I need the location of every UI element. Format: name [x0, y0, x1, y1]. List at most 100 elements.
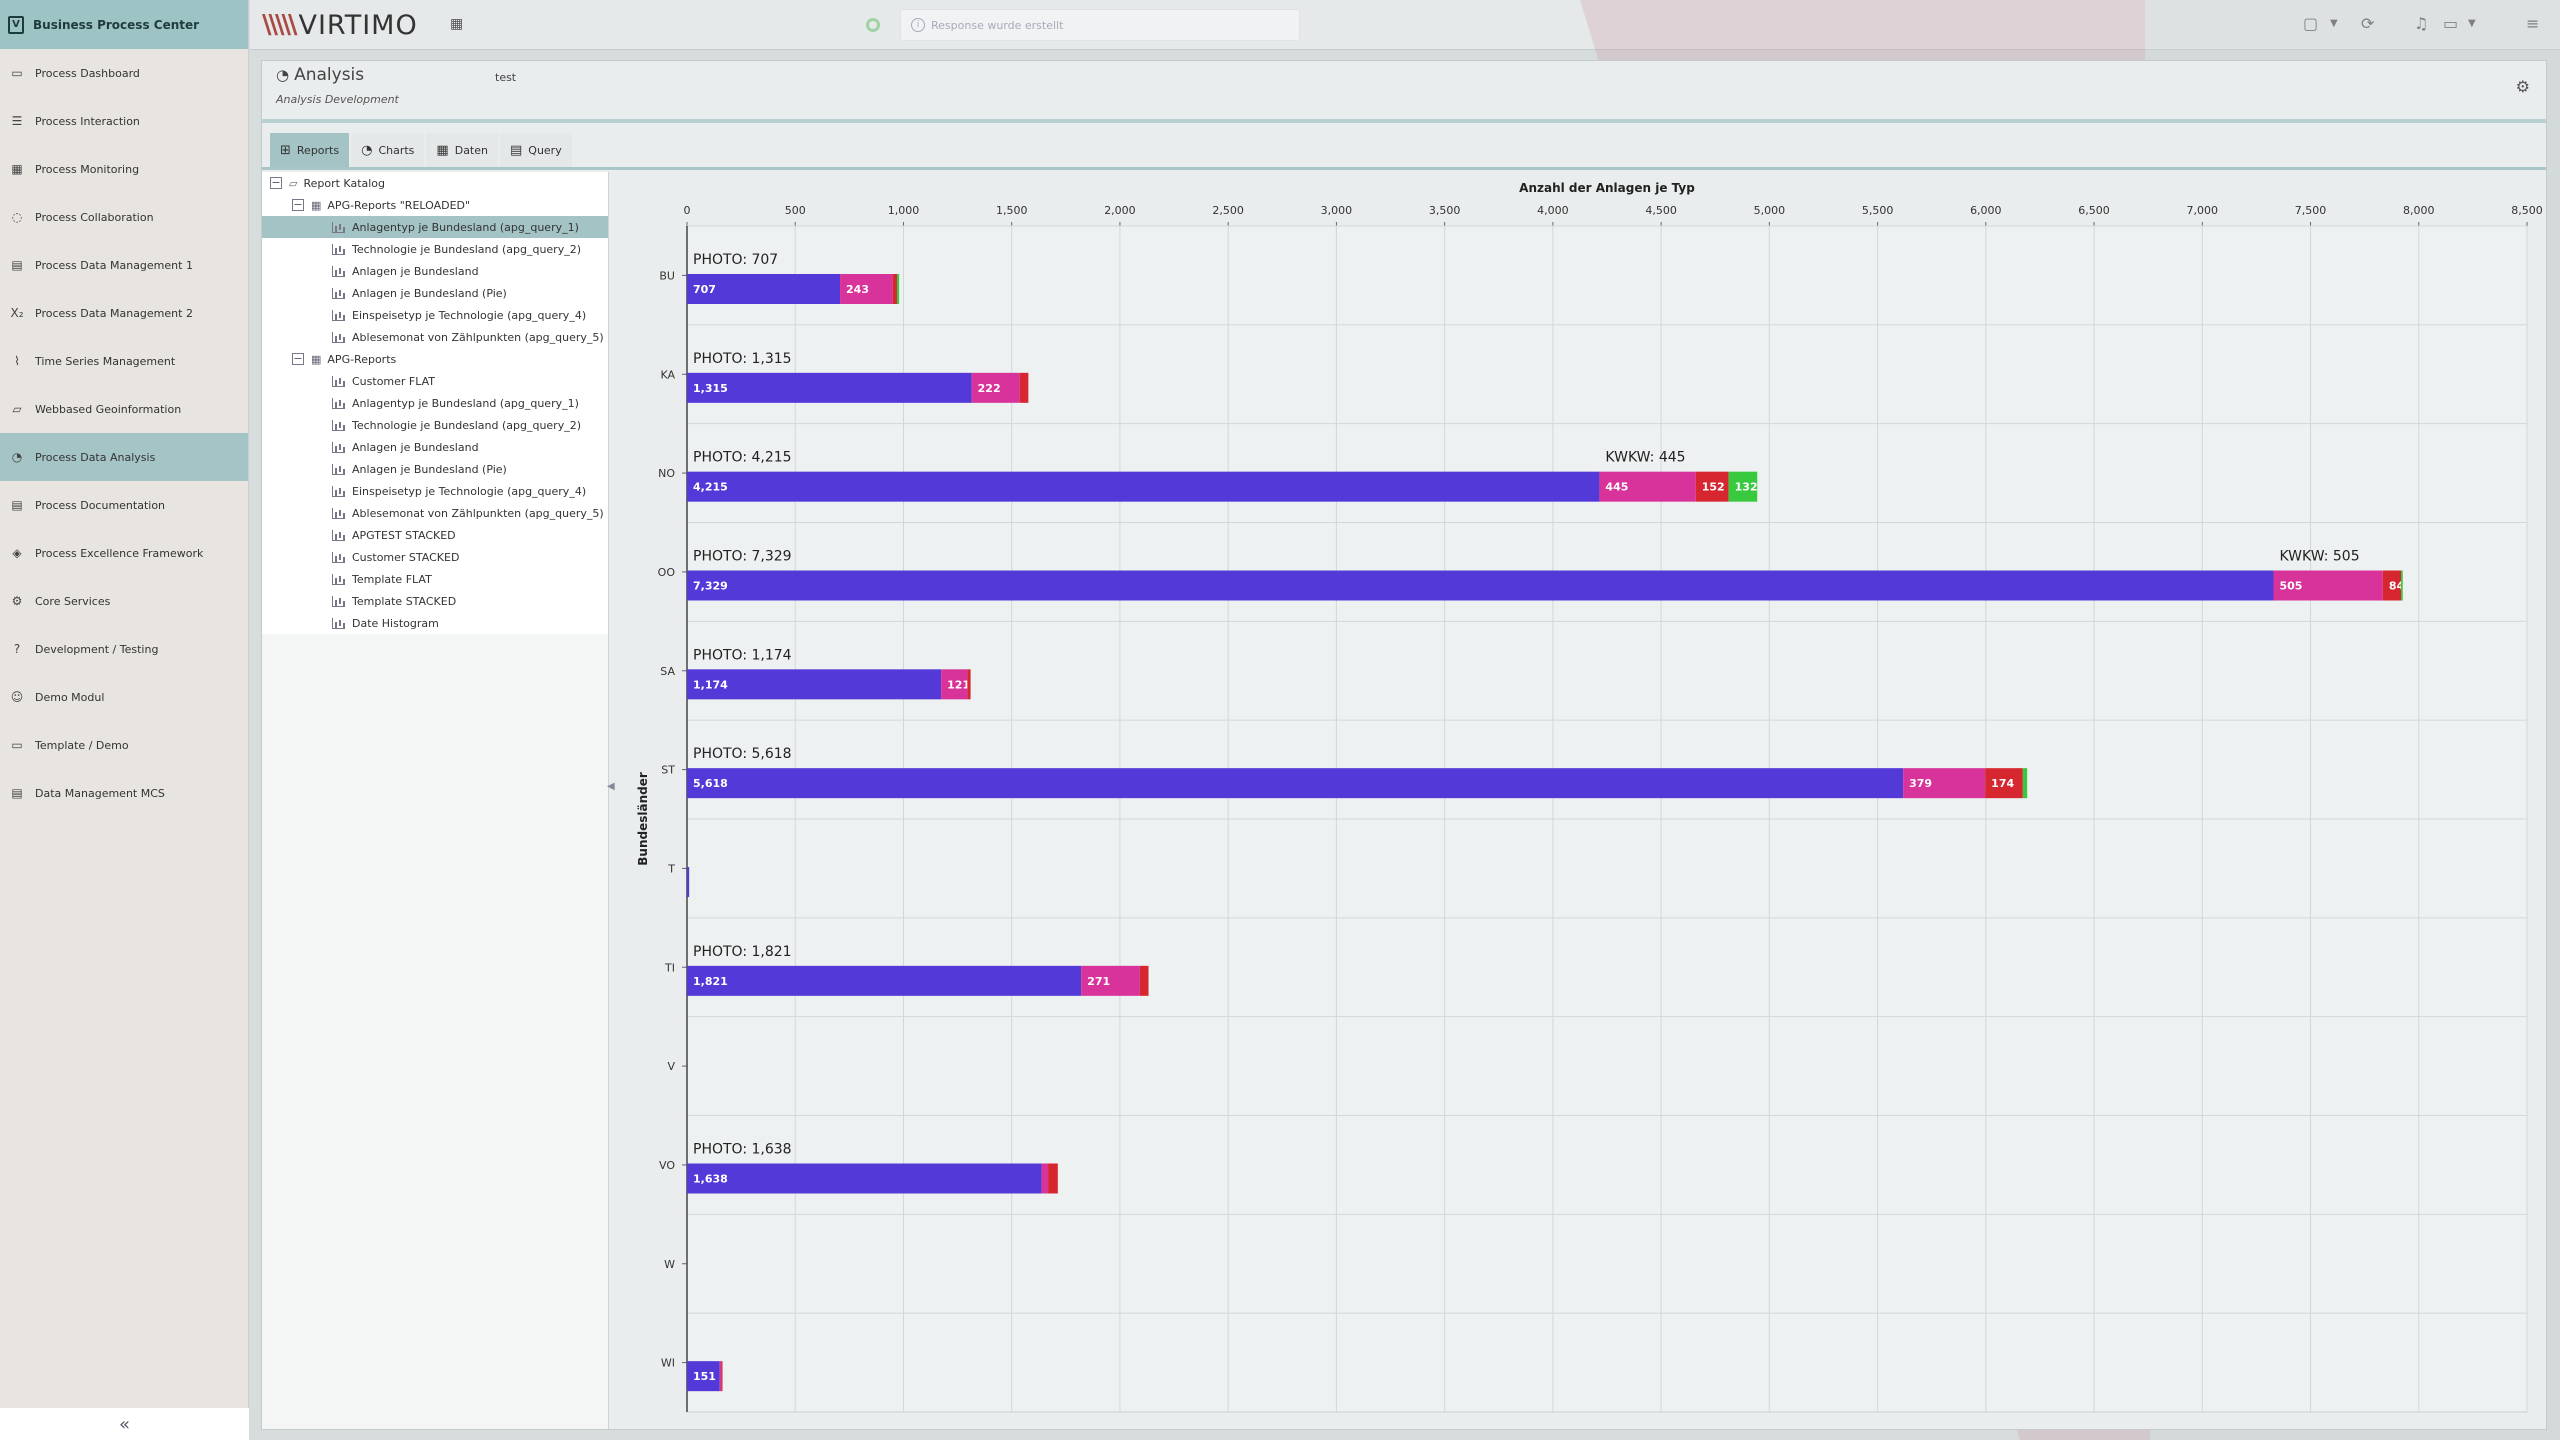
hamburger-menu-icon[interactable]: ≡ [2526, 14, 2540, 33]
tree-toggle-icon[interactable]: − [292, 198, 304, 211]
bookmark-dropdown-icon[interactable]: ▼ [2330, 18, 2338, 29]
tree-node[interactable]: Ablesemonat von Zählpunkten (apg_query_5… [262, 502, 608, 524]
bar-value-label: 445 [1605, 481, 1628, 494]
sidebar-item[interactable]: ☺ Demo Modul [0, 673, 248, 721]
sidebar-item[interactable]: ☰ Process Interaction [0, 97, 248, 145]
response-field[interactable]: i Response wurde erstellt [900, 9, 1300, 41]
sidebar-item[interactable]: ▦ Process Monitoring [0, 145, 248, 193]
tab-query[interactable]: ▤ Query [499, 133, 572, 167]
tree-node[interactable]: Technologie je Bundesland (apg_query_2) [262, 414, 608, 436]
tree-node[interactable]: Template FLAT [262, 568, 608, 590]
sidebar-item[interactable]: ◈ Process Excellence Framework [0, 529, 248, 577]
bar-segment [840, 274, 893, 304]
pie-chart-icon: ◔ [276, 66, 290, 84]
sidebar-item-label: Process Dashboard [35, 66, 140, 80]
tree-node[interactable]: Technologie je Bundesland (apg_query_2) [262, 238, 608, 260]
line-chart-icon: ⌇ [14, 354, 20, 368]
tree-node[interactable]: Anlagen je Bundesland [262, 260, 608, 282]
report-chart-icon [332, 397, 345, 409]
sidebar-item[interactable]: ▭ Process Dashboard [0, 49, 248, 97]
bar-value-label: 1,315 [693, 382, 728, 395]
monitor-icon: ▭ [11, 66, 23, 80]
bar-value-label: 121 [947, 678, 970, 691]
sidebar-item-label: Webbased Geoinformation [35, 402, 182, 416]
tree-node[interactable]: APGTEST STACKED [262, 524, 608, 546]
tree-node[interactable]: Template STACKED [262, 590, 608, 612]
bar-segment [721, 1361, 723, 1392]
annotation-label: PHOTO: 707 [693, 252, 778, 268]
top-bar: \\\\\ VIRTIMO ▦ i Response wurde erstell… [250, 0, 2560, 50]
robot-icon: ☺ [10, 690, 24, 704]
tree-node[interactable]: − ▦ APG-Reports "RELOADED" [262, 194, 608, 216]
x-tick-label: 7,000 [2187, 204, 2219, 217]
sidebar-item[interactable]: ▤ Process Documentation [0, 481, 248, 529]
tree-node[interactable]: Customer STACKED [262, 546, 608, 568]
tree-node[interactable]: Anlagentyp je Bundesland (apg_query_1) [262, 392, 608, 414]
report-chart-icon [332, 265, 345, 277]
sidebar-item[interactable]: ⚙ Core Services [0, 577, 248, 625]
database-icon: ▤ [509, 142, 523, 158]
bell-icon[interactable]: ♫ [2414, 14, 2429, 33]
tree-toggle-icon[interactable]: − [292, 352, 304, 365]
sidebar-item-label: Process Interaction [35, 114, 140, 128]
bar-value-label: 379 [1909, 777, 1932, 790]
report-tree: − ▱ Report Katalog − ▦ APG-Reports "RELOADED"… [262, 172, 609, 1429]
sidebar: V Business Process Center ▭ Process Dashb… [0, 0, 249, 1440]
tab-reports[interactable]: ⊞ Reports [270, 133, 350, 167]
sidebar-item[interactable]: ▤ Process Data Management 1 [0, 241, 248, 289]
annotation-label: KWKW: 445 [1605, 450, 1685, 466]
sidebar-collapse-button[interactable]: « [0, 1408, 249, 1440]
tree-node[interactable]: Date Histogram [262, 612, 608, 634]
calendar-icon[interactable]: ▦ [450, 16, 464, 32]
tree-node[interactable]: Ablesemonat von Zählpunkten (apg_query_5… [262, 326, 608, 348]
sidebar-item[interactable]: ◌ Process Collaboration [0, 193, 248, 241]
sidebar-item[interactable]: X₂ Process Data Management 2 [0, 289, 248, 337]
bookmark-icon[interactable]: ▢ [2303, 14, 2319, 33]
brand-logo: \\\\\ VIRTIMO [262, 10, 418, 41]
tree-node[interactable]: − ▱ Report Katalog [262, 172, 608, 194]
report-chart-icon [332, 485, 345, 497]
tree-node[interactable]: Anlagen je Bundesland (Pie) [262, 282, 608, 304]
pie-icon: ◔ [11, 450, 23, 464]
bar-segment [892, 274, 897, 304]
grid-icon: ▦ [311, 352, 322, 366]
bar-segment [2401, 570, 2403, 601]
tab-charts[interactable]: ◔ Charts [351, 133, 425, 167]
tree-node[interactable]: Einspeisetyp je Technologie (apg_query_4… [262, 480, 608, 502]
tree-node-label: Anlagen je Bundesland [352, 440, 479, 454]
tab-label: Reports [296, 143, 340, 157]
tree-node[interactable]: − ▦ APG-Reports [262, 348, 608, 370]
tree-node[interactable]: Anlagen je Bundesland (Pie) [262, 458, 608, 480]
annotation-label: PHOTO: 1,638 [693, 1142, 792, 1158]
report-chart-icon [332, 595, 345, 607]
sidebar-item[interactable]: ▱ Webbased Geoinformation [0, 385, 248, 433]
tree-node-label: Anlagen je Bundesland (Pie) [352, 462, 507, 476]
tree-node-label: APG-Reports [327, 352, 397, 366]
sidebar-item[interactable]: ? Development / Testing [0, 625, 248, 673]
sidebar-item-label: Data Management MCS [35, 786, 165, 800]
bar-segment [1728, 471, 1758, 502]
tree-collapse-handle-icon[interactable]: ◀ [607, 781, 615, 792]
chat-icon[interactable]: ▭ [2443, 14, 2459, 33]
bar-segment [687, 669, 942, 700]
gear-icon[interactable]: ⚙ [2515, 77, 2530, 96]
tree-node[interactable]: Anlagentyp je Bundesland (apg_query_1) [262, 216, 608, 238]
panel-divider [262, 119, 2546, 123]
sidebar-item[interactable]: ◔ Process Data Analysis [0, 433, 248, 481]
app-title: Business Process Center [33, 17, 200, 32]
sidebar-item[interactable]: ▤ Data Management MCS [0, 769, 248, 817]
bar-segment [1041, 1163, 1049, 1194]
sidebar-item[interactable]: ⌇ Time Series Management [0, 337, 248, 385]
refresh-icon[interactable]: ⟳ [2361, 14, 2375, 33]
tree-node[interactable]: Customer FLAT [262, 370, 608, 392]
bar-segment [687, 274, 841, 304]
tab-daten[interactable]: ▦ Daten [426, 133, 498, 167]
panel-title: ◔ Analysis [276, 65, 364, 85]
sidebar-item[interactable]: ▭ Template / Demo [0, 721, 248, 769]
tree-node[interactable]: Anlagen je Bundesland [262, 436, 608, 458]
tree-node[interactable]: Einspeisetyp je Technologie (apg_query_4… [262, 304, 608, 326]
bar-segment [687, 867, 690, 897]
tree-toggle-icon[interactable]: − [270, 176, 282, 189]
chat-dropdown-icon[interactable]: ▼ [2468, 18, 2476, 29]
bar-segment [687, 965, 1082, 996]
